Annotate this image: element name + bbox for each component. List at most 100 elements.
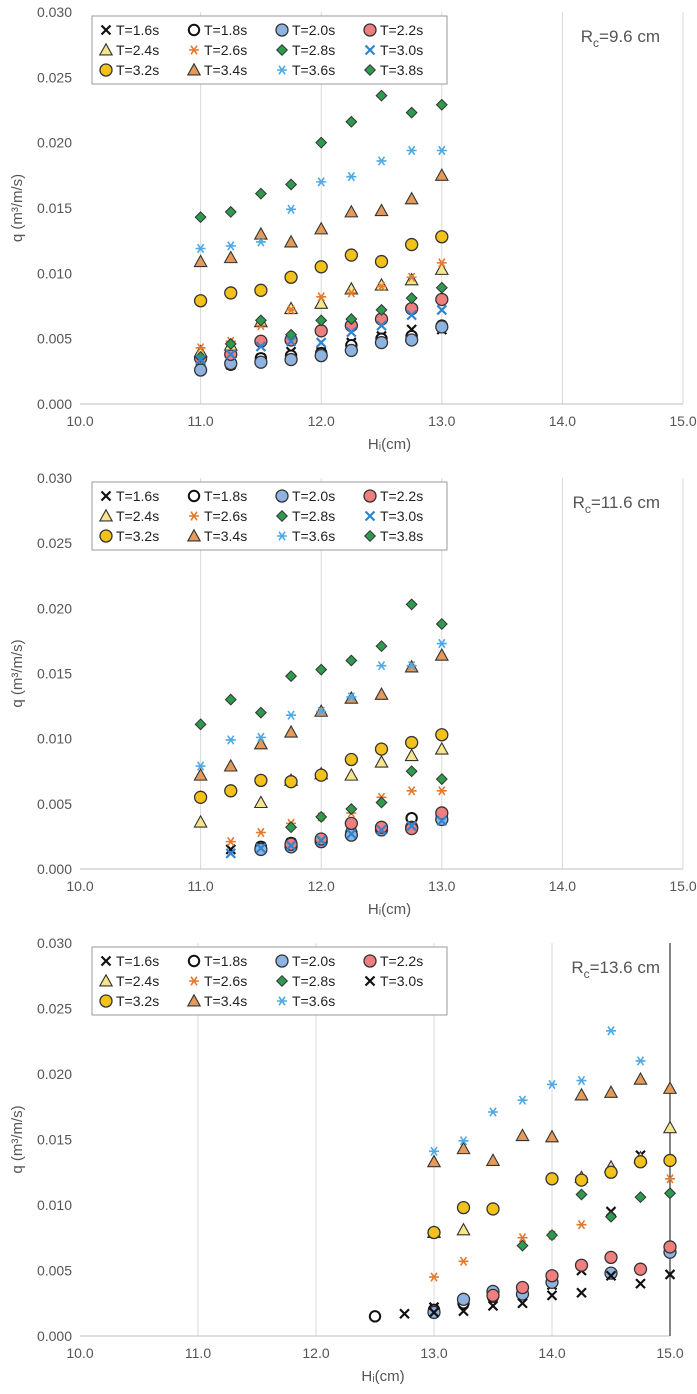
legend-label: T=3.4s — [204, 993, 247, 1009]
data-point — [193, 790, 208, 804]
data-point — [517, 1297, 528, 1309]
y-tick-label: 0.030 — [37, 4, 72, 20]
data-point — [376, 320, 387, 331]
data-point — [345, 654, 358, 667]
data-point — [346, 692, 357, 702]
x-tick-label: 10.0 — [66, 1345, 93, 1361]
data-point — [225, 735, 236, 745]
legend-label: T=2.8s — [292, 508, 335, 524]
data-point — [662, 1120, 678, 1134]
legend-marker — [186, 993, 202, 1007]
data-point — [435, 617, 448, 630]
data-point — [404, 748, 419, 762]
y-tick-label: 0.020 — [37, 135, 72, 151]
legend: T=1.6s T=1.8s T=2.0s T=2.2s T=2.4s T=2.6s T=2.… — [91, 946, 448, 1016]
data-point — [314, 260, 328, 274]
y-tick-label: 0.015 — [37, 666, 72, 682]
legend-marker — [100, 490, 112, 502]
data-point — [376, 281, 387, 292]
data-point — [633, 1071, 648, 1085]
data-point — [223, 758, 238, 772]
y-tick-label: 0.020 — [37, 600, 72, 616]
legend-box — [91, 946, 448, 1016]
data-point — [576, 1219, 587, 1230]
data-point — [435, 806, 449, 820]
data-point — [375, 89, 388, 102]
legend-marker — [186, 62, 202, 76]
y-tick-label: 0.010 — [37, 1197, 72, 1213]
data-point — [458, 1136, 469, 1146]
rc-letter: R — [581, 27, 593, 46]
data-point — [253, 795, 269, 809]
legend-label: T=1.8s — [204, 488, 247, 504]
legend-label: T=1.6s — [116, 953, 159, 969]
series-T=2.6s — [195, 258, 447, 353]
data-point — [604, 1250, 618, 1265]
data-point — [315, 810, 328, 823]
legend-label: T=2.2s — [380, 488, 423, 504]
data-point — [283, 234, 299, 248]
rc-letter: R — [573, 493, 585, 512]
data-point — [253, 736, 269, 750]
data-point — [435, 728, 449, 742]
data-point — [434, 168, 449, 181]
rc-value: =13.6 cm — [590, 958, 660, 977]
data-point — [547, 1079, 557, 1090]
legend-marker — [277, 531, 287, 541]
series-T=3.8s — [194, 598, 448, 731]
data-point — [285, 670, 298, 683]
data-point — [633, 1262, 648, 1276]
y-tick-label: 0.015 — [37, 1132, 72, 1148]
data-point — [485, 1153, 501, 1166]
data-point — [435, 98, 448, 111]
data-point — [458, 1305, 469, 1317]
legend-marker — [275, 23, 289, 37]
legend-marker — [99, 994, 113, 1008]
data-point — [456, 1292, 471, 1306]
data-point — [344, 816, 359, 831]
x-tick-label: 12.0 — [308, 413, 335, 429]
series-T=3.8s — [194, 89, 448, 224]
data-point — [374, 687, 389, 700]
data-point — [254, 187, 267, 200]
data-point — [255, 237, 266, 247]
data-point — [374, 335, 389, 350]
data-point — [254, 355, 268, 369]
data-point — [434, 741, 449, 755]
data-point — [316, 177, 327, 187]
rc-annotation: Rc=11.6 cm — [573, 493, 660, 516]
legend-marker — [186, 528, 202, 542]
data-point — [193, 254, 208, 268]
data-point — [635, 1278, 646, 1289]
data-point — [436, 638, 447, 649]
data-point — [255, 827, 266, 838]
legend-label: T=1.8s — [204, 953, 247, 969]
data-point — [406, 272, 417, 282]
data-point — [404, 272, 419, 286]
data-point — [604, 1266, 618, 1280]
legend-label: T=2.8s — [292, 42, 335, 58]
data-point — [374, 754, 389, 768]
legend-label: T=3.6s — [292, 528, 335, 544]
series-T=3.6s — [195, 145, 447, 254]
data-point — [193, 767, 208, 781]
legend-marker — [100, 955, 112, 967]
legend: T=1.6s T=1.8s T=2.0s T=2.2s T=2.4s T=2.6s T=2.… — [91, 481, 448, 551]
y-tick-label: 0.000 — [37, 396, 72, 412]
rc-annotation: Rc=9.6 cm — [581, 27, 660, 50]
data-point — [345, 803, 358, 816]
legend-label: T=1.8s — [204, 22, 247, 38]
data-point — [515, 1128, 530, 1142]
data-point — [406, 820, 417, 832]
x-tick-label: 15.0 — [669, 878, 696, 894]
legend-marker — [275, 489, 289, 503]
data-point — [285, 336, 297, 347]
data-point — [406, 309, 417, 321]
y-axis-title: q (m³/m/s) — [9, 1105, 26, 1173]
x-tick-label: 10.0 — [66, 878, 93, 894]
y-tick-label: 0.000 — [37, 1328, 72, 1344]
data-point — [286, 204, 297, 215]
legend-label: T=2.4s — [116, 508, 159, 524]
legend-label: T=2.4s — [116, 973, 159, 989]
